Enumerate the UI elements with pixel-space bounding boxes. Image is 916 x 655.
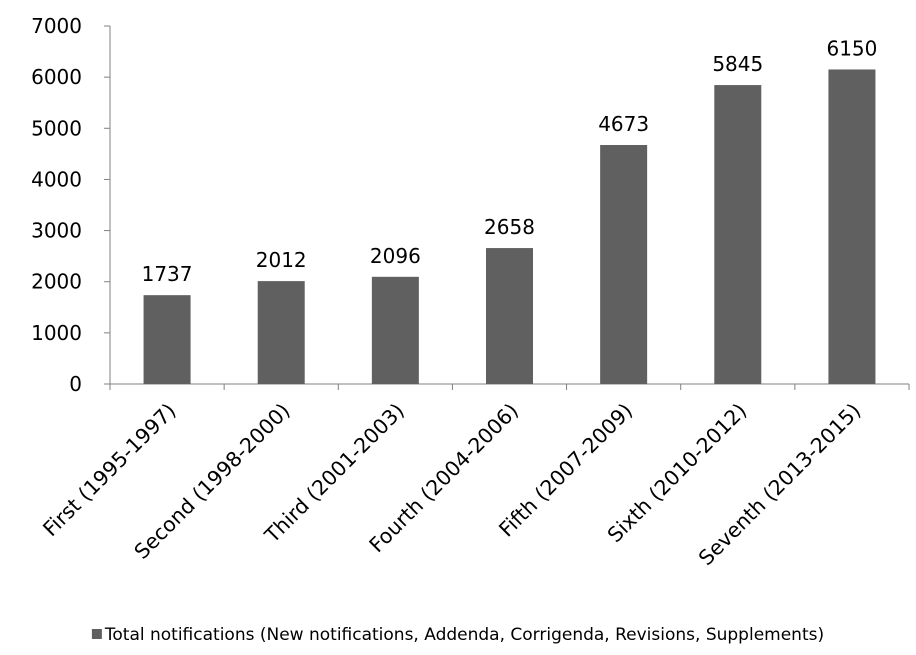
data-label: 1737 bbox=[142, 262, 193, 286]
bar bbox=[143, 295, 191, 384]
bars bbox=[143, 69, 876, 384]
data-label: 4673 bbox=[598, 112, 649, 136]
bar bbox=[371, 276, 419, 384]
y-tick-label: 6000 bbox=[31, 65, 82, 89]
data-label: 6150 bbox=[826, 36, 877, 60]
data-label: 2096 bbox=[370, 244, 421, 268]
bar bbox=[828, 69, 876, 384]
bar bbox=[257, 281, 305, 384]
y-tick-label: 0 bbox=[69, 372, 82, 396]
bar bbox=[486, 248, 533, 384]
y-tick-label: 7000 bbox=[31, 14, 82, 38]
y-tick-label: 5000 bbox=[31, 116, 82, 140]
bar bbox=[600, 145, 648, 384]
y-tick-label: 1000 bbox=[31, 321, 82, 345]
legend-label: Total notifications (New notifications, … bbox=[104, 625, 824, 645]
y-axis: 0 1000 2000 3000 4000 5000 6000 7000 bbox=[31, 14, 111, 396]
data-label: 5845 bbox=[712, 52, 763, 76]
data-labels: 1737 2012 2096 2658 4673 5845 6150 bbox=[142, 36, 878, 286]
data-label: 2658 bbox=[484, 215, 535, 239]
x-axis bbox=[109, 383, 910, 390]
y-tick-label: 2000 bbox=[31, 270, 82, 294]
legend: Total notifications (New notifications, … bbox=[91, 625, 824, 645]
bar bbox=[714, 85, 762, 384]
y-tick-label: 4000 bbox=[31, 167, 82, 191]
legend-swatch bbox=[91, 629, 102, 639]
data-label: 2012 bbox=[256, 248, 307, 272]
y-tick-label: 3000 bbox=[31, 219, 82, 243]
category-labels: First (1995-1997)Second (1998-2000)Third… bbox=[38, 399, 865, 571]
